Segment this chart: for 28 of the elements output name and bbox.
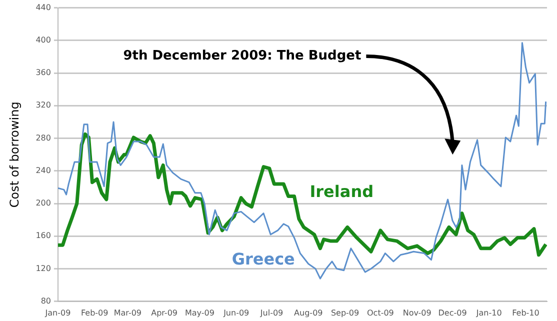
x-tick-label: Oct-09 — [367, 308, 394, 318]
y-tick-label: 200 — [36, 198, 51, 208]
y-tick-label: 80 — [40, 296, 51, 306]
y-tick-label: 400 — [36, 36, 51, 44]
x-tick-label: Jun-09 — [222, 308, 250, 318]
y-tick-label: 160 — [36, 231, 51, 240]
x-tick-label: Jan-10 — [475, 308, 502, 318]
x-tick-label: Dec-09 — [438, 308, 467, 318]
x-tick-label: Nov-09 — [402, 308, 432, 318]
x-tick-label: Aug-09 — [294, 308, 323, 318]
x-tick-label: Mar-09 — [114, 308, 142, 318]
series-label: Ireland — [310, 182, 374, 201]
x-tick-label: May-09 — [185, 308, 214, 318]
annotation: 9th December 2009: The Budget — [123, 48, 362, 64]
series-label: Greece — [232, 249, 296, 268]
y-tick-label: 280 — [36, 133, 51, 142]
x-tick-label: Feb-09 — [81, 308, 108, 318]
x-tick-label: Jul-09 — [259, 308, 284, 318]
x-tick-label: Sep-09 — [330, 308, 360, 318]
y-tick-label: 320 — [36, 100, 51, 110]
y-axis-title: Cost of borrowing — [7, 102, 22, 208]
y-tick-label: 240 — [36, 166, 51, 175]
x-tick-label: Apr-09 — [151, 308, 178, 318]
y-tick-label: 120 — [36, 264, 51, 273]
y-tick-label: 440 — [36, 2, 51, 12]
y-tick-label: 360 — [36, 68, 51, 78]
x-tick-label: Jan-09 — [44, 308, 71, 318]
x-tick-label: Feb-10 — [512, 308, 540, 318]
